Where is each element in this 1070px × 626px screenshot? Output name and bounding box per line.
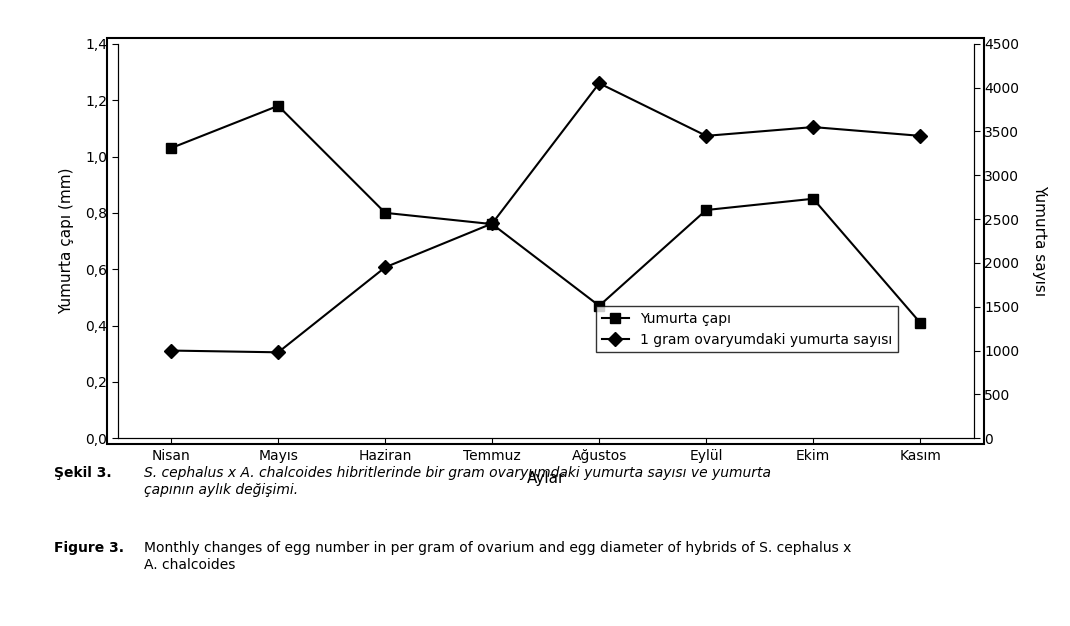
Text: Monthly changes of egg number in per gram of ovarium and egg diameter of hybrids: Monthly changes of egg number in per gra… [144, 541, 852, 572]
Text: S. cephalus x A. chalcoides hibritlerinde bir gram ovaryumdaki yumurta sayısı ve: S. cephalus x A. chalcoides hibritlerind… [144, 466, 771, 496]
X-axis label: Aylar: Aylar [526, 471, 565, 486]
Y-axis label: Yumurta çapı (mm): Yumurta çapı (mm) [59, 168, 74, 314]
Y-axis label: Yumurta sayısı: Yumurta sayısı [1033, 185, 1048, 297]
Text: Figure 3.: Figure 3. [54, 541, 123, 555]
Text: Şekil 3.: Şekil 3. [54, 466, 111, 480]
Legend: Yumurta çapı, 1 gram ovaryumdaki yumurta sayısı: Yumurta çapı, 1 gram ovaryumdaki yumurta… [596, 306, 899, 352]
